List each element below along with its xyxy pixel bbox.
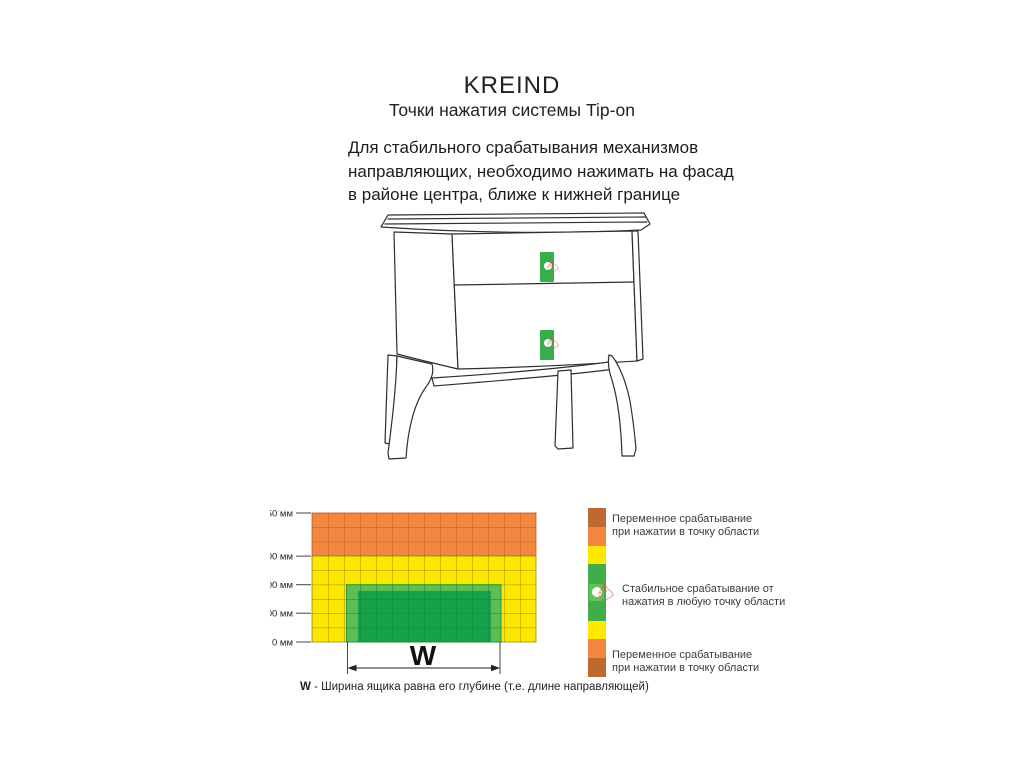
front-left-leg — [387, 355, 434, 460]
legend-label-variable-bottom: Переменное срабатывание при нажатии в то… — [612, 649, 760, 674]
side-panel — [393, 231, 459, 370]
press-point-dot — [544, 262, 552, 270]
tabletop-molding-line — [384, 221, 648, 225]
tabletop-molding-line — [387, 216, 647, 220]
y-tick-0: 0 мм — [272, 638, 293, 649]
chart-caption-text: - Ширина ящика равна его глубине (т.е. д… — [310, 681, 649, 693]
drawer-front-area — [451, 230, 638, 370]
drawer-divider — [454, 281, 634, 286]
legend-seg-orange — [588, 526, 606, 546]
legend-seg-yellow — [588, 620, 606, 640]
y-tick-200: 200 мм — [270, 580, 293, 591]
page-subtitle: Точки нажатия системы Tip-on — [389, 100, 635, 120]
y-tick-300: 300 мм — [270, 552, 293, 563]
y-tick-450: 450 мм — [270, 509, 293, 520]
legend-seg-green — [588, 564, 606, 584]
w-arrowhead-right — [491, 664, 500, 672]
legend-seg-yellow — [588, 545, 606, 565]
press-point-dot — [592, 587, 602, 597]
back-right-leg — [554, 369, 574, 450]
press-zone-chart: 450 мм 300 мм 200 мм 100 мм 0 мм W — [270, 509, 537, 674]
front-right-leg — [607, 354, 637, 457]
w-arrowhead-left — [347, 664, 357, 672]
chart-caption-w: W — [300, 681, 311, 693]
right-edge — [631, 230, 644, 362]
press-point-dot — [544, 339, 552, 347]
legend-seg-orange — [588, 639, 606, 659]
nightstand-drawing — [380, 212, 651, 460]
intro-line: в районе центра, ближе к нижней границе — [348, 185, 681, 204]
intro-paragraph: Для стабильного срабатывания механизмов … — [348, 136, 734, 207]
y-tick-100: 100 мм — [270, 609, 293, 620]
w-dimension-label: W — [410, 640, 437, 671]
brand-title: KREIND — [463, 72, 561, 99]
chart-caption: W - Ширина ящика равна его глубине (т.е.… — [300, 681, 649, 693]
legend-seg-dark-orange — [588, 508, 606, 527]
legend-seg-green — [588, 601, 606, 621]
legend-label-variable-top: Переменное срабатывание при нажатии в то… — [612, 513, 760, 538]
legend-seg-dark-orange — [588, 658, 606, 678]
intro-line: Для стабильного срабатывания механизмов — [348, 138, 699, 157]
intro-line: направляющих, необходимо нажимать на фас… — [348, 161, 734, 181]
legend-label-stable: Стабильное срабатывание от нажатия в люб… — [622, 583, 786, 608]
